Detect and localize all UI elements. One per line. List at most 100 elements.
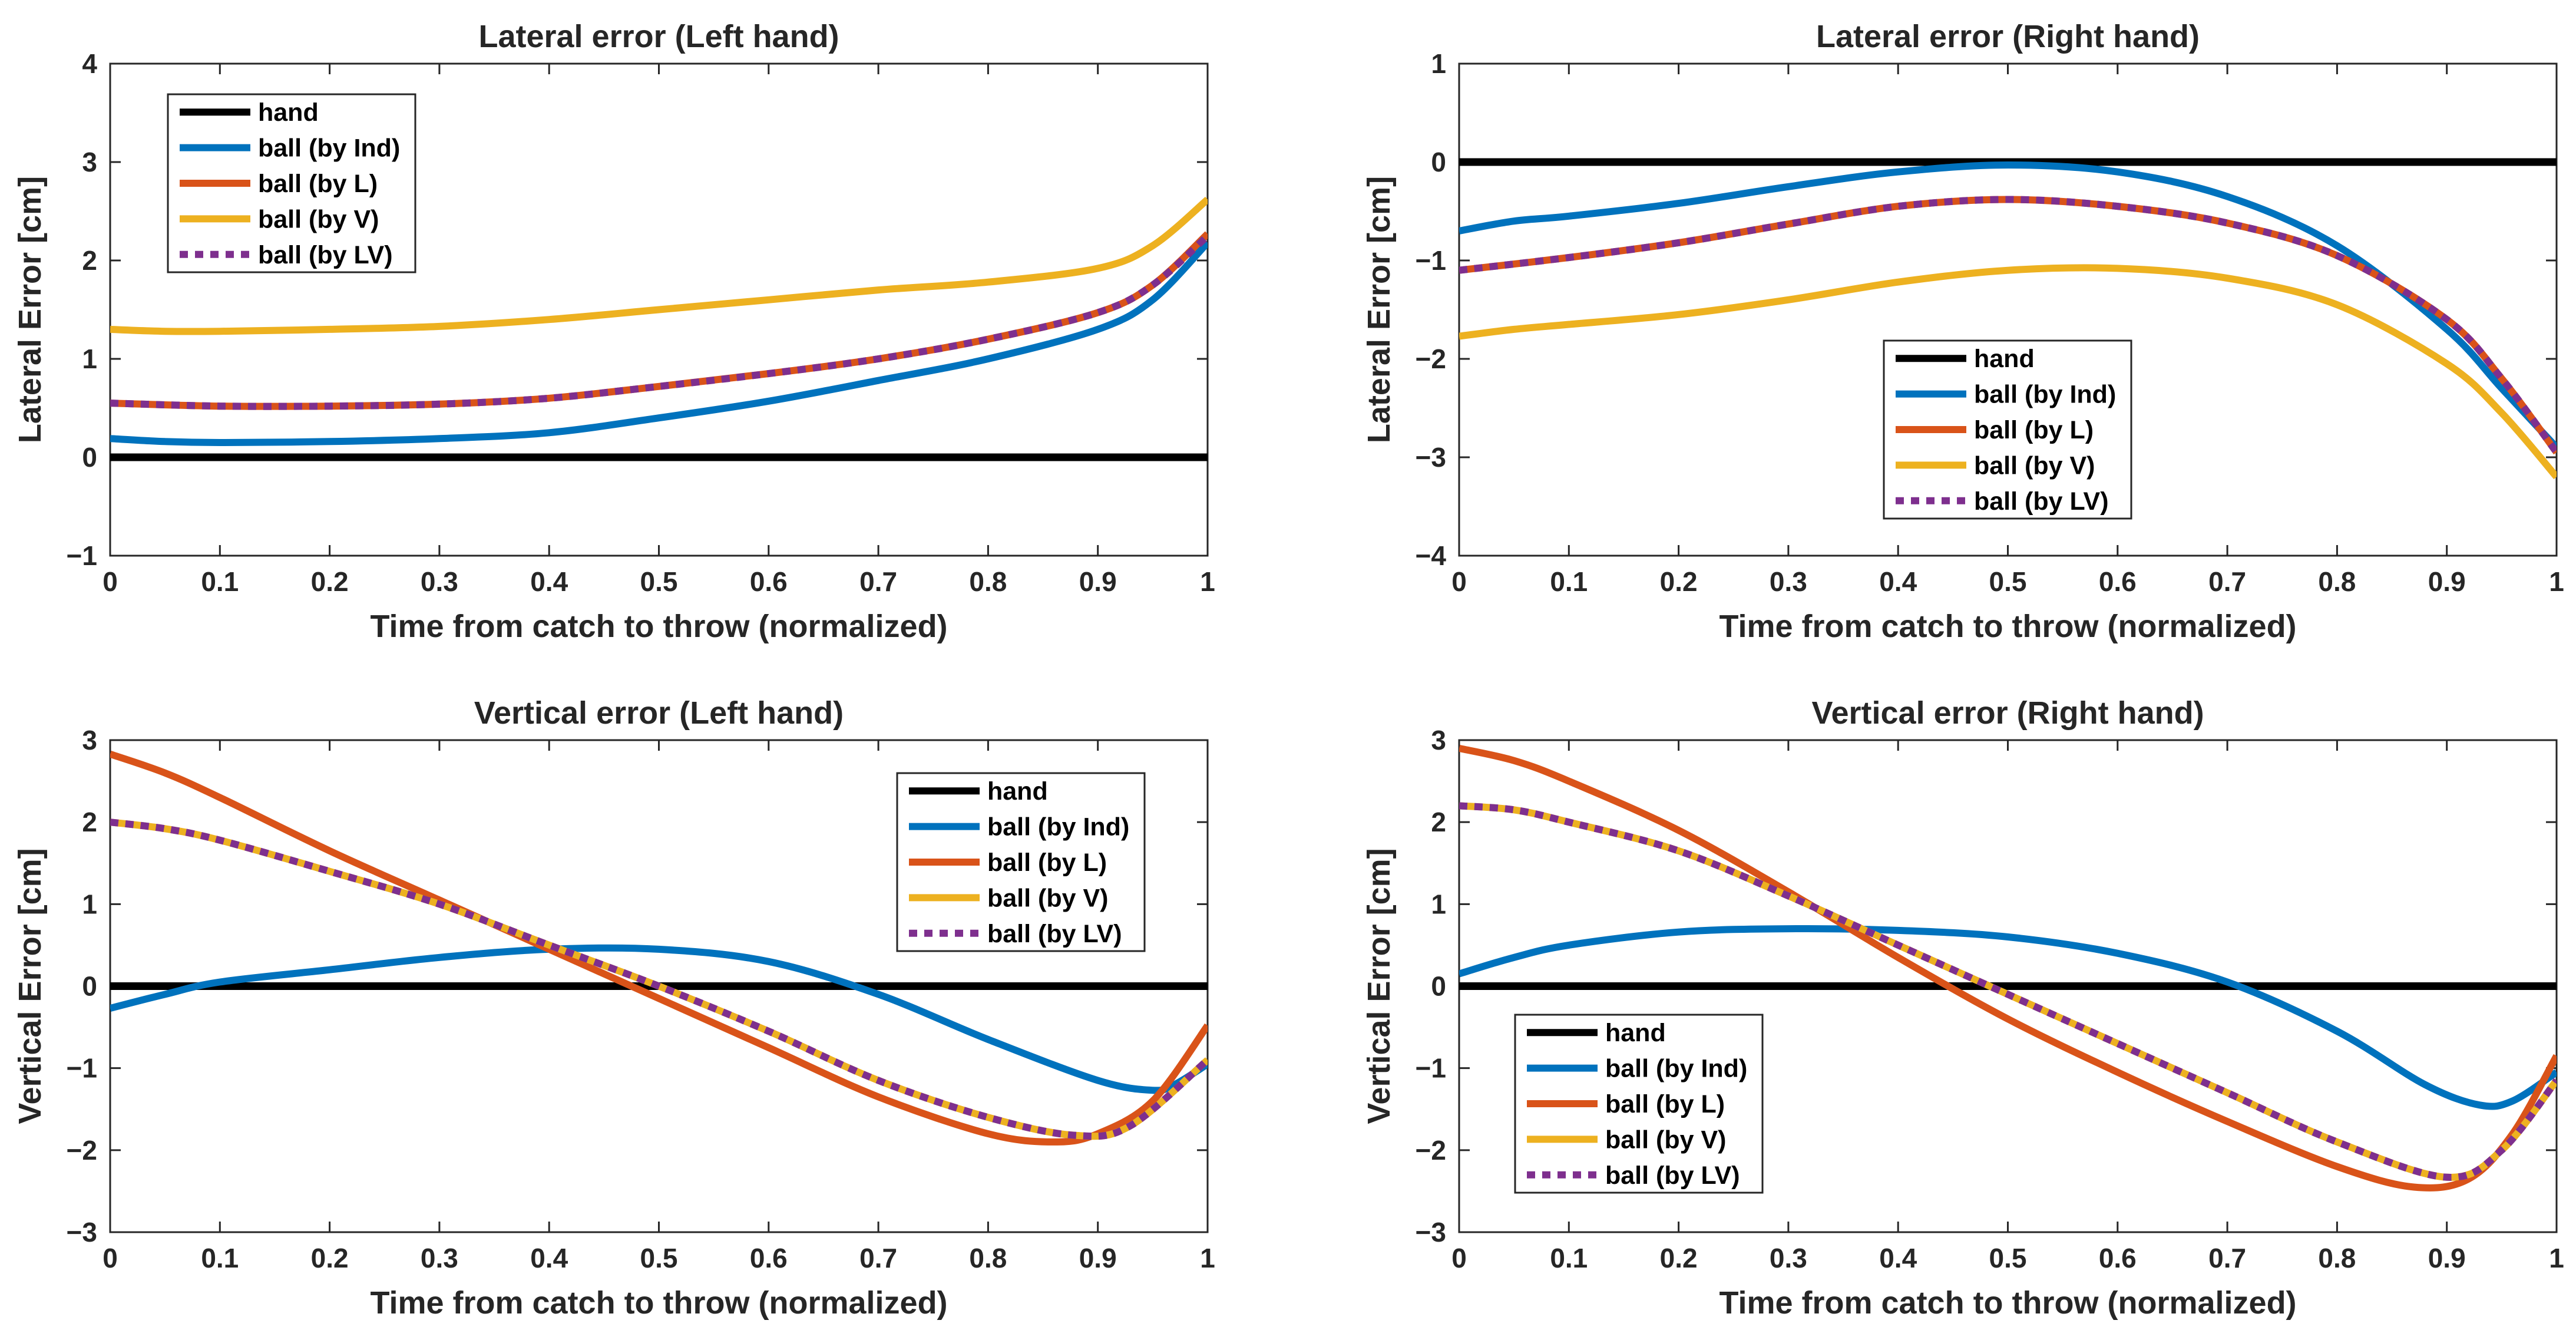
x-axis-label: Time from catch to throw (normalized) — [370, 1285, 947, 1321]
y-axis-label: Lateral Error [cm] — [1361, 176, 1397, 443]
x-tick-label: 0.4 — [1879, 566, 1917, 597]
x-tick-label: 0.9 — [1079, 1243, 1117, 1273]
legend-label: ball (by LV) — [258, 241, 393, 269]
x-tick-label: 0.8 — [969, 566, 1007, 597]
y-tick-label: −1 — [1416, 1053, 1446, 1084]
legend-label: ball (by L) — [1605, 1090, 1725, 1118]
x-tick-label: 0 — [1451, 566, 1467, 597]
x-tick-label: 1 — [1200, 566, 1215, 597]
legend: hand ball (by Ind) ball (by L) ball (by V) b… — [896, 772, 1146, 952]
y-tick-label: 2 — [82, 807, 97, 837]
legend-label: ball (by LV) — [987, 920, 1122, 948]
chart-title: Lateral error (Left hand) — [478, 19, 839, 54]
x-tick-label: 0.5 — [1989, 1243, 2027, 1273]
y-tick-label: −2 — [67, 1135, 97, 1166]
series-group — [1459, 158, 2557, 480]
legend-label: ball (by LV) — [1605, 1161, 1740, 1190]
legend-label: ball (by L) — [987, 849, 1107, 877]
x-tick-label: 0.4 — [1879, 1243, 1917, 1273]
y-tick-label: −3 — [1416, 1217, 1446, 1247]
x-tick-label: 0.7 — [2208, 1243, 2246, 1273]
x-tick-label: 0.8 — [2318, 1243, 2356, 1273]
y-axis-label: Lateral Error [cm] — [12, 176, 48, 443]
x-tick-label: 0.1 — [1550, 566, 1588, 597]
series-line-2 — [1459, 745, 2557, 1192]
x-tick-label: 0.6 — [2099, 566, 2137, 597]
series-line-4 — [1459, 196, 2557, 455]
series-line-1 — [1459, 161, 2557, 450]
x-tick-label: 1 — [1200, 1243, 1215, 1273]
y-tick-label: −2 — [1416, 1135, 1446, 1166]
x-tick-label: 0.5 — [640, 566, 678, 597]
legend-label: ball (by LV) — [1974, 487, 2109, 516]
x-tick-label: 0.5 — [640, 1243, 678, 1273]
legend-box — [1514, 1014, 1764, 1194]
y-tick-label: 0 — [82, 442, 97, 473]
legend-label: ball (by V) — [1605, 1126, 1726, 1154]
x-tick-label: 0.6 — [2099, 1243, 2137, 1273]
x-tick-label: 0 — [102, 566, 118, 597]
x-axis-label: Time from catch to throw (normalized) — [1719, 609, 2296, 644]
x-tick-label: 0.5 — [1989, 566, 2027, 597]
y-tick-label: 0 — [1431, 971, 1446, 1002]
series-group — [110, 751, 1208, 1146]
x-tick-label: 0.7 — [859, 1243, 897, 1273]
chart-panel-4: Vertical error (Right hand) 0 0.1 0.2 0.3 0.4… — [1361, 695, 2564, 1321]
legend-label: ball (by L) — [1974, 416, 2094, 444]
x-tick-label: 0.3 — [1770, 566, 1807, 597]
series-line-2 — [110, 751, 1208, 1146]
y-tick-label: −1 — [1416, 245, 1446, 276]
x-tick-label: 1 — [2549, 566, 2564, 597]
x-tick-label: 0.2 — [1660, 1243, 1698, 1273]
x-tick-label: 0.6 — [750, 566, 788, 597]
x-tick-label: 0.3 — [1770, 1243, 1807, 1273]
legend-label: ball (by Ind) — [1974, 381, 2116, 409]
legend-label: ball (by Ind) — [987, 813, 1129, 841]
legend-label: hand — [987, 777, 1048, 806]
y-tick-label: −2 — [1416, 344, 1446, 374]
y-tick-label: −3 — [1416, 442, 1446, 473]
x-tick-label: 0.1 — [201, 1243, 239, 1273]
y-tick-label: 3 — [1431, 725, 1446, 755]
x-tick-label: 0.4 — [530, 566, 568, 597]
y-tick-label: −4 — [1416, 540, 1447, 571]
series-line-3 — [110, 196, 1208, 335]
y-tick-label: −1 — [67, 540, 97, 571]
series-line-1 — [110, 944, 1208, 1094]
y-axis-label: Vertical Error [cm] — [12, 848, 48, 1124]
series-group — [1459, 745, 2557, 1192]
chart-panel-3: Vertical error (Left hand) 0 0.1 0.2 0.3 0.4 0… — [12, 695, 1215, 1321]
legend-label: hand — [1605, 1019, 1666, 1047]
legend: hand ball (by Ind) ball (by L) ball (by V) b… — [167, 93, 416, 273]
legend: hand ball (by Ind) ball (by L) ball (by V) b… — [1883, 339, 2132, 520]
x-axis-label: Time from catch to throw (normalized) — [370, 609, 947, 644]
y-tick-label: 3 — [82, 725, 97, 755]
x-tick-label: 0.8 — [2318, 566, 2356, 597]
x-tick-label: 0 — [1451, 1243, 1467, 1273]
x-tick-label: 0.9 — [2428, 1243, 2466, 1273]
legend-label: ball (by Ind) — [258, 134, 400, 163]
y-tick-label: 0 — [1431, 147, 1446, 177]
x-tick-label: 0.3 — [421, 566, 458, 597]
series-line-1 — [1459, 925, 2557, 1110]
x-tick-label: 0.9 — [1079, 566, 1117, 597]
legend: hand ball (by Ind) ball (by L) ball (by V) b… — [1514, 1014, 1764, 1194]
y-tick-label: 1 — [82, 344, 97, 374]
series-line-4 — [110, 818, 1208, 1140]
chart-panel-2: Lateral error (Right hand) 0 0.1 0.2 0.3 0.4 0… — [1361, 19, 2564, 644]
x-tick-label: 0.7 — [859, 566, 897, 597]
y-tick-label: 4 — [82, 48, 97, 79]
series-line-4 — [1459, 802, 2557, 1181]
y-tick-label: 1 — [1431, 48, 1446, 79]
x-axis-label: Time from catch to throw (normalized) — [1719, 1285, 2296, 1321]
legend-label: ball (by L) — [258, 170, 378, 198]
chart-title: Vertical error (Left hand) — [474, 695, 844, 731]
legend-label: hand — [1974, 345, 2035, 373]
x-tick-label: 0.1 — [1550, 1243, 1588, 1273]
x-tick-label: 0.8 — [969, 1243, 1007, 1273]
chart-panel-1: Lateral error (Left hand) 0 0.1 0.2 0.3 0.4 0.… — [12, 19, 1215, 644]
series-line-3 — [1459, 264, 2557, 480]
y-tick-label: −3 — [67, 1217, 97, 1247]
x-tick-label: 0.1 — [201, 566, 239, 597]
